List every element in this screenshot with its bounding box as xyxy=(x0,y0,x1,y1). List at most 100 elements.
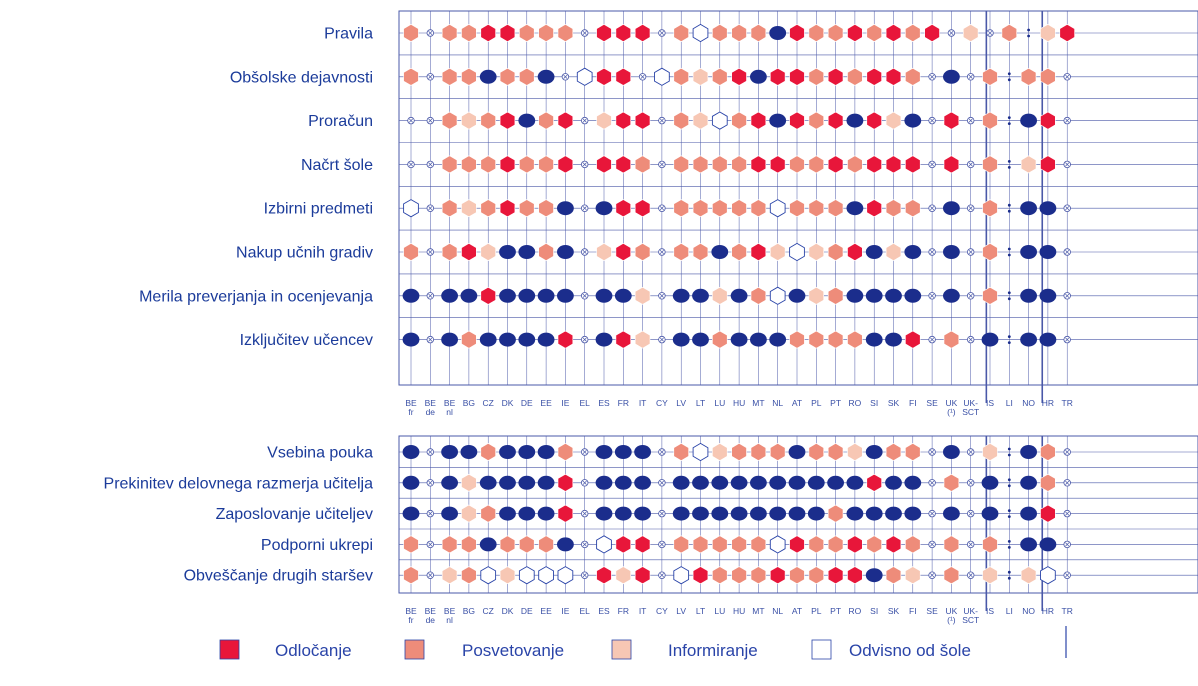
cell-marker xyxy=(1020,113,1037,128)
cell-marker xyxy=(807,475,825,490)
cell-marker xyxy=(1065,337,1070,342)
cell-marker xyxy=(596,67,612,86)
cell-marker xyxy=(930,337,935,342)
column-label: UK xyxy=(945,398,957,408)
cell-marker xyxy=(1020,506,1037,521)
cell-marker xyxy=(441,445,458,459)
cell-marker xyxy=(930,573,935,578)
cell-marker xyxy=(480,286,496,305)
cell-marker xyxy=(904,245,922,259)
cell-marker xyxy=(769,535,786,554)
column-label: PT xyxy=(830,606,841,616)
cell-marker xyxy=(692,566,709,585)
cell-marker xyxy=(461,199,477,218)
cell-marker xyxy=(846,506,864,521)
cell-marker xyxy=(499,475,516,490)
cell-marker xyxy=(1020,332,1037,347)
cell-marker xyxy=(943,506,960,521)
cell-marker xyxy=(582,449,587,455)
cell-marker xyxy=(865,245,883,259)
column-label: RO xyxy=(849,398,862,408)
cell-marker xyxy=(441,111,458,130)
column-label: EL xyxy=(579,606,590,616)
cell-marker xyxy=(563,74,568,79)
cell-marker xyxy=(480,243,496,261)
cell-marker xyxy=(1007,297,1011,301)
cell-marker xyxy=(1020,475,1037,490)
cell-marker xyxy=(769,155,786,174)
column-label: IT xyxy=(639,606,647,616)
column-label: FR xyxy=(618,398,629,408)
cell-marker xyxy=(428,573,433,578)
row-label: Načrt šole xyxy=(301,157,373,174)
cell-marker xyxy=(731,566,747,585)
cell-marker xyxy=(904,506,922,521)
cell-marker xyxy=(518,566,535,585)
cell-marker xyxy=(557,201,574,216)
cell-marker xyxy=(789,330,805,349)
cell-marker xyxy=(615,67,632,86)
cell-marker xyxy=(1020,155,1037,174)
column-label: CZ xyxy=(483,398,494,408)
cell-marker xyxy=(1040,566,1056,585)
cell-marker xyxy=(1007,72,1011,76)
cell-marker xyxy=(537,69,555,84)
cell-marker xyxy=(673,111,689,130)
cell-marker xyxy=(441,199,458,218)
cell-marker xyxy=(750,443,767,461)
cell-marker xyxy=(789,242,805,262)
cell-marker xyxy=(672,332,690,347)
cell-marker xyxy=(582,573,587,578)
cell-marker xyxy=(885,475,902,490)
cell-marker xyxy=(1001,24,1018,42)
cell-marker xyxy=(943,535,960,554)
cell-marker xyxy=(827,566,844,585)
cell-marker xyxy=(403,24,419,42)
row-label: Prekinitev delovnega razmerja učitelja xyxy=(104,475,374,492)
cell-marker xyxy=(1007,453,1011,457)
cell-marker xyxy=(519,199,535,218)
cell-marker xyxy=(441,506,458,521)
cell-marker xyxy=(750,566,767,585)
cell-marker xyxy=(428,74,433,79)
cell-marker xyxy=(905,24,921,42)
cell-marker xyxy=(596,243,612,261)
cell-marker xyxy=(479,537,497,552)
cell-marker xyxy=(846,113,864,128)
cell-marker xyxy=(788,506,806,521)
column-sublabel: nl xyxy=(446,407,453,417)
cell-marker xyxy=(930,206,935,211)
cell-marker xyxy=(712,330,728,349)
cell-marker xyxy=(402,475,420,490)
cell-marker xyxy=(518,475,536,490)
cell-marker xyxy=(730,332,748,347)
column-label: BE xyxy=(405,606,417,616)
cell-marker xyxy=(479,475,497,490)
cell-marker xyxy=(402,288,420,303)
column-label: LU xyxy=(714,398,725,408)
column-label: SE xyxy=(926,606,938,616)
cell-marker xyxy=(1007,478,1011,482)
cell-marker xyxy=(808,286,825,305)
column-label: LT xyxy=(696,606,705,616)
cell-marker xyxy=(930,249,935,255)
cell-marker xyxy=(615,24,632,42)
cell-marker xyxy=(885,566,902,585)
cell-marker xyxy=(711,475,729,490)
column-label: PL xyxy=(811,398,822,408)
cell-marker xyxy=(769,286,786,305)
cell-marker xyxy=(582,206,587,211)
cell-marker xyxy=(968,74,973,79)
cell-marker xyxy=(537,332,555,347)
cell-marker xyxy=(692,535,709,554)
cell-marker xyxy=(615,243,632,261)
column-label: NO xyxy=(1022,398,1035,408)
cell-marker xyxy=(519,67,535,86)
column-label: HR xyxy=(1042,398,1054,408)
cell-marker xyxy=(441,475,458,490)
cell-marker xyxy=(537,445,555,459)
column-label: EE xyxy=(540,606,552,616)
cell-marker xyxy=(519,535,535,554)
legend-label-decide: Odločanje xyxy=(275,641,352,660)
cell-marker xyxy=(659,118,664,123)
